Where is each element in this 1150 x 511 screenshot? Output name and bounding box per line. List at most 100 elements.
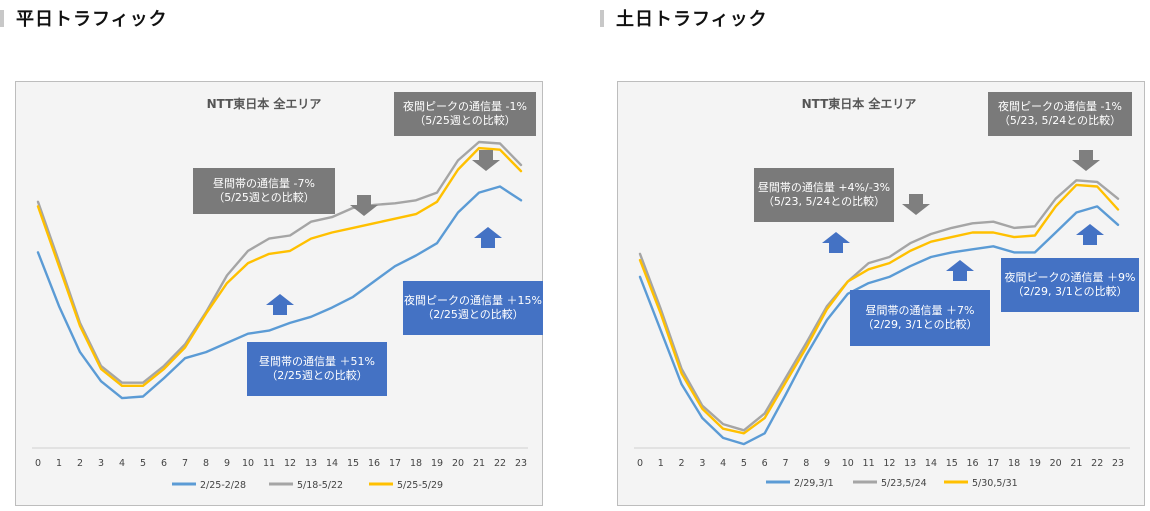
daytime-callout: 昼間帯の通信量 ＋7% （2/29, 3/1との比較） [850,290,990,346]
x-tick-label: 13 [305,458,317,469]
x-tick-label: 19 [431,458,443,469]
x-tick-label: 18 [1008,458,1020,469]
x-tick-label: 0 [35,458,41,469]
arrow-up-icon [266,294,294,315]
x-tick-label: 22 [494,458,506,469]
title-marker [600,9,604,27]
night-peak-callout: 夜間ピークの通信量 -1% （5/25週との比較） [394,92,536,136]
series-line-1 [638,179,1120,432]
arrow-down-icon [902,194,930,215]
daytime-callout: 昼間帯の通信量 +4%/-3% （5/23, 5/24との比較） [754,168,894,222]
x-tick-label: 12 [883,458,895,469]
x-tick-label: 19 [1029,458,1041,469]
series-line-2 [36,146,523,387]
callout-line-1: 昼間帯の通信量 ＋7% [865,304,975,317]
x-tick-label: 2 [679,458,685,469]
x-tick-label: 9 [224,458,230,469]
series-line-2 [638,183,1120,435]
callout-line-1: 昼間帯の通信量 -7% [213,177,315,190]
legend-label: 5/30,5/31 [972,478,1018,489]
section-title-weekday: 平日トラフィック [0,6,168,30]
x-tick-label: 17 [389,458,401,469]
x-tick-label: 5 [741,458,747,469]
callout-line-2: （5/23, 5/24との比較） [762,195,886,208]
x-tick-label: 3 [98,458,104,469]
x-tick-label: 21 [1070,458,1082,469]
x-tick-label: 23 [1112,458,1124,469]
x-tick-label: 21 [473,458,485,469]
chart-title: NTT東日本 全エリア [207,96,322,111]
legend-label: 5/23,5/24 [881,478,927,489]
x-tick-label: 15 [946,458,958,469]
x-tick-label: 6 [762,458,768,469]
x-tick-label: 16 [368,458,380,469]
x-tick-label: 10 [842,458,854,469]
x-tick-label: 4 [119,458,125,469]
arrow-up-icon [946,260,974,281]
legend-label: 5/18-5/22 [297,480,343,491]
x-tick-label: 10 [242,458,254,469]
x-tick-label: 11 [263,458,275,469]
callout-line-2: （2/29, 3/1との比較） [862,318,978,331]
callout-line-2: （2/29, 3/1との比較） [1012,285,1128,298]
x-tick-label: 1 [56,458,62,469]
night-peak-callout: 夜間ピークの通信量 ＋15% （2/25週との比較） [403,281,543,335]
x-tick-label: 0 [637,458,643,469]
x-tick-label: 7 [182,458,188,469]
x-tick-label: 4 [720,458,726,469]
series-line-1 [36,140,523,384]
x-tick-label: 13 [904,458,916,469]
arrow-down-icon [472,150,500,171]
callout-line-2: （5/25週との比較） [414,114,516,127]
x-tick-label: 20 [452,458,464,469]
weekday-traffic-chart: NTT東日本 全エリア 0 1 2 3 4 5 6 7 8 9 10 11 12 13 14 15 16 17 18 1… [15,81,543,506]
x-tick-label: 12 [284,458,296,469]
callout-line-2: （5/25週との比較） [213,191,315,204]
x-tick-label: 3 [699,458,705,469]
arrow-down-icon [1072,150,1100,171]
x-tick-label: 16 [966,458,978,469]
x-tick-label: 8 [203,458,209,469]
section-title-text: 平日トラフィック [16,9,168,30]
x-tick-label: 17 [987,458,999,469]
chart-title: NTT東日本 全エリア [802,96,917,111]
section-title-weekend: 土日トラフィック [600,6,768,30]
legend-label: 5/25-5/29 [397,480,443,491]
section-title-text: 土日トラフィック [616,9,768,30]
x-tick-label: 1 [658,458,664,469]
night-peak-callout: 夜間ピークの通信量 ＋9% （2/29, 3/1との比較） [1001,258,1139,312]
callout-line-1: 昼間帯の通信量 +4%/-3% [757,181,891,194]
x-tick-label: 18 [410,458,422,469]
series-line-0 [36,185,523,400]
arrow-down-icon [350,195,378,216]
x-tick-label: 6 [161,458,167,469]
weekend-traffic-chart: NTT東日本 全エリア 0 1 2 3 4 5 6 7 8 9 10 11 12 13 14 15 16 17 18 1… [617,81,1145,506]
callout-line-2: （2/25週との比較） [422,308,524,321]
x-tick-label: 15 [347,458,359,469]
series-line-0 [638,205,1120,446]
arrow-up-icon [822,232,850,253]
callout-line-1: 昼間帯の通信量 ＋51% [259,355,375,368]
night-peak-callout: 夜間ピークの通信量 -1% （5/23, 5/24との比較） [988,92,1132,136]
x-tick-label: 11 [863,458,875,469]
x-tick-label: 2 [77,458,83,469]
x-tick-label: 5 [140,458,146,469]
daytime-callout: 昼間帯の通信量 ＋51% （2/25週との比較） [247,342,387,396]
callout-line-2: （5/23, 5/24との比較） [998,114,1122,127]
legend-label: 2/29,3/1 [794,478,834,489]
callout-line-1: 夜間ピークの通信量 -1% [403,100,527,113]
callout-line-1: 夜間ピークの通信量 -1% [998,100,1122,113]
x-tick-label: 7 [782,458,788,469]
x-tick-label: 20 [1050,458,1062,469]
x-tick-label: 8 [803,458,809,469]
legend-label: 2/25-2/28 [200,480,246,491]
x-tick-label: 23 [515,458,527,469]
title-marker [0,9,4,27]
callout-line-1: 夜間ピークの通信量 ＋15% [404,294,542,307]
daytime-callout: 昼間帯の通信量 -7% （5/25週との比較） [193,168,335,214]
arrow-up-icon [474,227,502,248]
arrow-up-icon [1076,224,1104,245]
x-tick-label: 14 [326,458,338,469]
